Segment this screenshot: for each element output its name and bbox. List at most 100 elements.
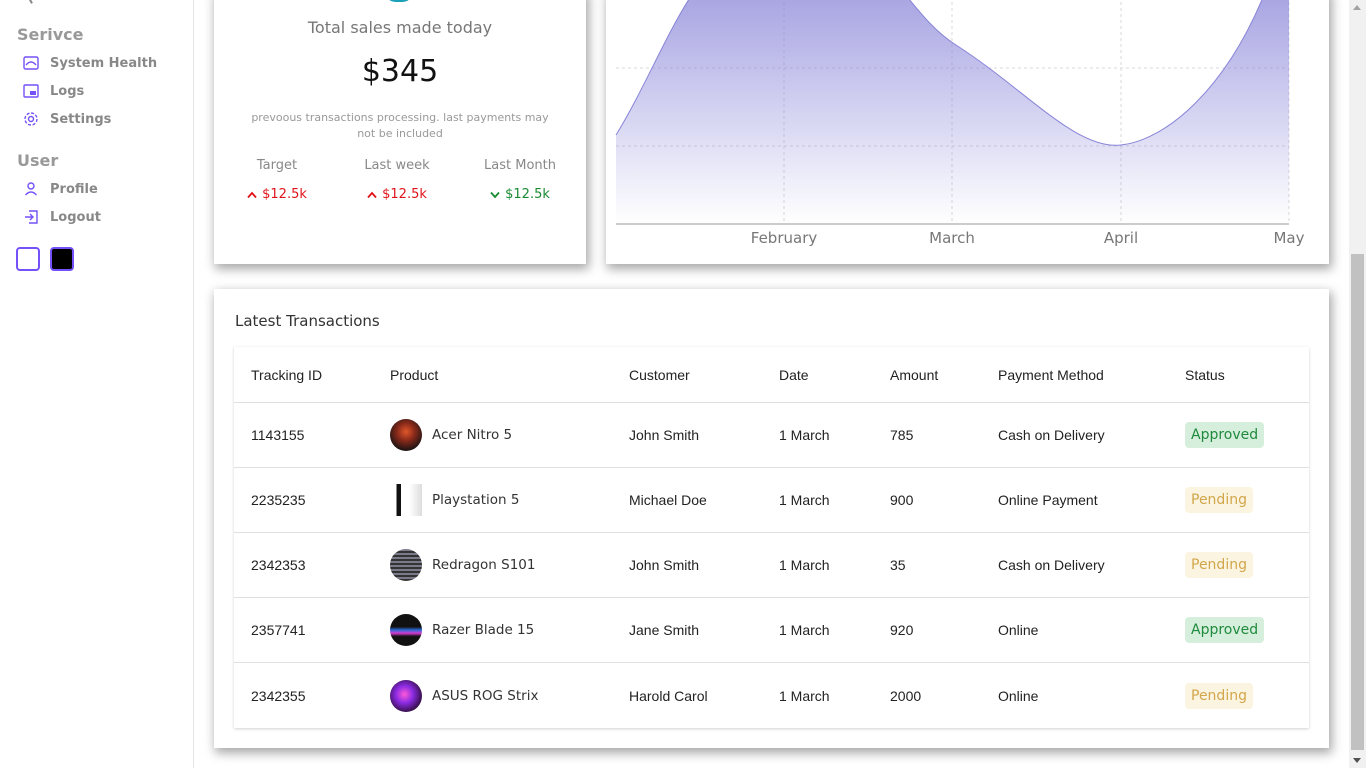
column-header-tracking-id[interactable]: Tracking ID <box>251 366 323 383</box>
sidebar-item-profile[interactable]: Profile <box>22 178 98 200</box>
date-cell: 1 March <box>779 427 830 443</box>
date-cell: 1 March <box>779 622 830 638</box>
summary-value: $12.5k <box>222 187 332 202</box>
customer-cell: Michael Doe <box>629 492 707 508</box>
sidebar-item-system-health[interactable]: System Health <box>22 52 157 74</box>
column-header-status[interactable]: Status <box>1185 366 1225 383</box>
column-header-date[interactable]: Date <box>779 366 809 383</box>
column-header-product[interactable]: Product <box>390 366 439 383</box>
page-scrollbar[interactable] <box>1349 0 1366 768</box>
featured-amount: $345 <box>361 54 439 89</box>
amount-cell: 785 <box>890 427 914 443</box>
payment-method-cell: Online <box>998 622 1039 638</box>
summary-value: $12.5k <box>342 187 452 202</box>
sidebar-item-label: Profile <box>50 181 98 197</box>
amount-cell: 2000 <box>890 687 922 704</box>
status-badge: Pending <box>1185 487 1253 513</box>
product-thumbnail <box>390 679 422 712</box>
logs-icon <box>22 82 40 100</box>
status-cell: Pending <box>1185 533 1253 597</box>
product-thumbnail <box>390 614 422 646</box>
summary-title: Last Month <box>484 158 556 173</box>
table-header-row: Tracking ID Product Customer Date Amount… <box>234 347 1309 403</box>
table-row[interactable]: 2357741 Razer Blade 15 Jane Smith 1 Marc… <box>234 598 1309 663</box>
area-chart: February March April May <box>615 0 1305 247</box>
product-thumbnail <box>390 549 422 581</box>
progress-ring-icon <box>384 0 414 2</box>
revenue-chart-card: February March April May <box>606 0 1329 264</box>
summary-title: Last week <box>364 158 430 173</box>
status-badge: Pending <box>1185 682 1253 709</box>
summary-last-week: Last week $12.5k <box>342 158 452 202</box>
table-row[interactable]: 2342353 Redragon S101 John Smith 1 March… <box>234 533 1309 598</box>
table-row[interactable]: 2342355 ASUS ROG Strix Harold Carol 1 Ma… <box>234 663 1309 728</box>
featured-description: prevoous transactions processing. last p… <box>251 111 549 140</box>
date-cell: 1 March <box>779 687 830 704</box>
table-row[interactable]: 1143155 Acer Nitro 5 John Smith 1 March … <box>234 403 1309 468</box>
x-tick-label: May <box>1273 229 1304 247</box>
amount-cell: 35 <box>890 557 906 573</box>
payment-method-cell: Online Payment <box>998 492 1098 508</box>
theme-dark-swatch[interactable] <box>50 247 74 271</box>
product-thumbnail <box>390 419 422 451</box>
product-cell: Acer Nitro 5 <box>390 403 512 467</box>
featured-title: Total sales made today <box>307 18 493 37</box>
sidebar-item-logout[interactable]: Logout <box>22 206 101 228</box>
x-tick-label: April <box>1104 229 1138 247</box>
summary-value-text: $12.5k <box>262 187 307 202</box>
date-cell: 1 March <box>779 557 830 573</box>
column-header-amount[interactable]: Amount <box>890 366 939 383</box>
amount-cell: 920 <box>890 622 914 638</box>
x-axis-ticks: February March April May <box>751 229 1305 247</box>
transactions-table: Tracking ID Product Customer Date Amount… <box>234 347 1309 728</box>
customer-cell: Jane Smith <box>629 622 700 638</box>
tracking-id-cell: 1143155 <box>251 427 305 443</box>
customer-cell: Harold Carol <box>629 687 708 704</box>
product-cell: Razer Blade 15 <box>390 598 534 662</box>
summary-value: $12.5k <box>465 187 575 202</box>
product-name: ASUS ROG Strix <box>432 687 539 704</box>
column-header-payment-method[interactable]: Payment Method <box>998 366 1104 383</box>
scroll-down-arrow-icon[interactable] <box>1353 758 1361 763</box>
summary-target: Target $12.5k <box>222 158 332 202</box>
scroll-up-arrow-icon[interactable] <box>1353 5 1361 10</box>
product-cell: Playstation 5 <box>390 468 520 532</box>
x-tick-label: February <box>751 229 818 247</box>
profile-icon <box>22 180 40 198</box>
featured-sales-card: Total sales made today $345 prevoous tra… <box>214 0 586 264</box>
transactions-title: Latest Transactions <box>235 312 380 330</box>
payment-method-cell: Cash on Delivery <box>998 427 1105 443</box>
x-tick-label: March <box>929 229 975 247</box>
status-cell: Approved <box>1185 598 1265 662</box>
tracking-id-cell: 2342355 <box>251 687 306 704</box>
payment-method-cell: Online <box>998 687 1039 704</box>
product-cell: ASUS ROG Strix <box>390 663 538 728</box>
sidebar-item-settings[interactable]: Settings <box>22 108 111 130</box>
customer-cell: John Smith <box>629 427 700 443</box>
column-header-customer[interactable]: Customer <box>629 366 690 383</box>
product-name: Playstation 5 <box>432 492 520 508</box>
status-cell: Pending <box>1185 663 1253 728</box>
product-thumbnail <box>390 484 422 516</box>
summary-title: Target <box>256 158 298 173</box>
summary-value-text: $12.5k <box>505 187 550 202</box>
status-badge: Pending <box>1185 552 1253 578</box>
sidebar-item-logs[interactable]: Logs <box>22 80 84 102</box>
summary-value-text: $12.5k <box>382 187 427 202</box>
date-cell: 1 March <box>779 492 830 508</box>
chevron-down-icon <box>490 191 500 198</box>
sidebar-item-label: Settings <box>50 111 112 127</box>
product-name: Redragon S101 <box>432 557 536 573</box>
sidebar-item-label: System Health <box>50 55 158 71</box>
latest-transactions-card: Latest Transactions Tracking ID Product … <box>214 289 1329 748</box>
sidebar-item-label: Logout <box>50 209 101 225</box>
scrollbar-thumb[interactable] <box>1351 254 1364 750</box>
chevron-up-icon <box>247 191 257 198</box>
tracking-id-cell: 2357741 <box>251 622 306 638</box>
theme-light-swatch[interactable] <box>16 247 40 271</box>
sidebar: Serivce System Health Logs Settings User… <box>0 0 194 768</box>
status-cell: Pending <box>1185 468 1253 532</box>
product-name: Acer Nitro 5 <box>432 427 513 443</box>
product-name: Razer Blade 15 <box>432 622 535 638</box>
table-row[interactable]: 2235235 Playstation 5 Michael Doe 1 Marc… <box>234 468 1309 533</box>
